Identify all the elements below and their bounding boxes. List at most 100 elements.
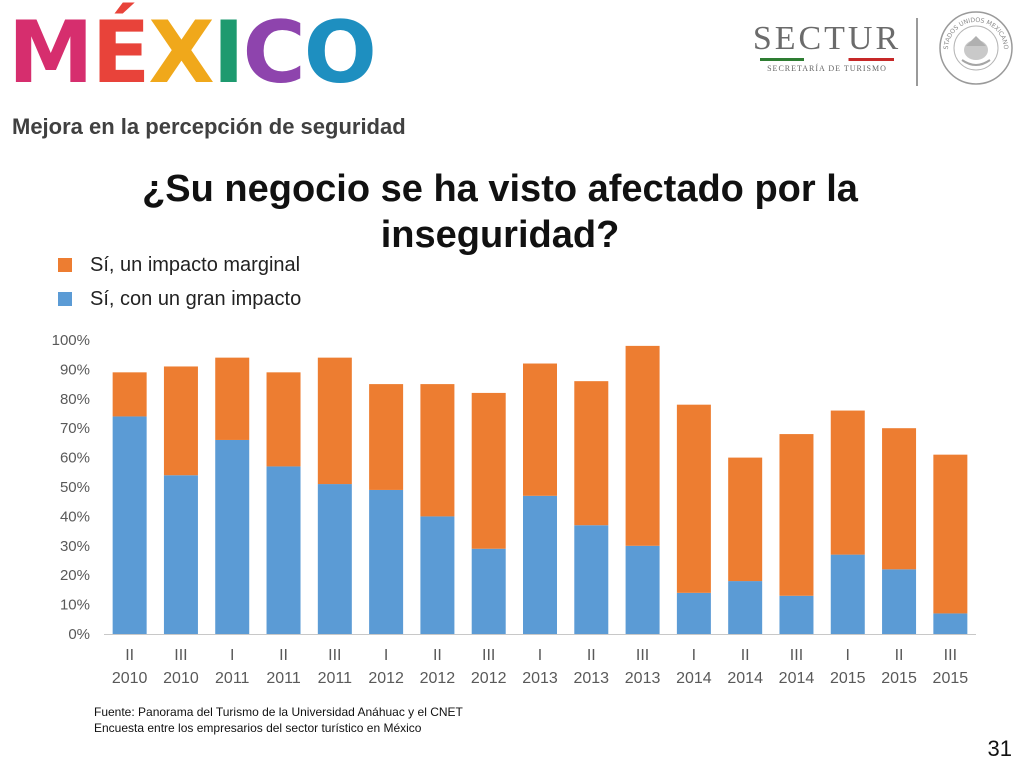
x-tick-label-year: 2015 bbox=[830, 670, 866, 687]
bar-gran-impacto bbox=[163, 475, 198, 634]
bar-impacto-marginal bbox=[317, 357, 352, 485]
x-tick-label-period: III bbox=[174, 647, 187, 664]
x-tick-label-year: 2015 bbox=[881, 670, 917, 687]
x-tick-label-year: 2013 bbox=[625, 670, 661, 687]
x-tick-label-year: 2015 bbox=[933, 670, 969, 687]
bar-gran-impacto bbox=[574, 525, 609, 634]
x-tick-label-period: III bbox=[636, 647, 649, 664]
bar-impacto-marginal bbox=[369, 384, 404, 490]
bar-gran-impacto bbox=[420, 516, 455, 634]
sectur-logo: SECTUR SECRETARÍA DE TURISMO bbox=[752, 20, 902, 74]
bar-impacto-marginal bbox=[420, 384, 455, 517]
slide-subtitle: Mejora en la percepción de seguridad bbox=[12, 114, 406, 139]
x-tick-label-period: I bbox=[692, 647, 696, 664]
logo-divider bbox=[916, 18, 918, 86]
x-tick-label-period: II bbox=[433, 647, 442, 664]
x-tick-label-year: 2011 bbox=[318, 670, 353, 687]
bar-gran-impacto bbox=[112, 416, 147, 634]
y-tick-label: 50% bbox=[60, 479, 90, 496]
x-tick-label-year: 2014 bbox=[676, 670, 712, 687]
x-tick-label-year: 2014 bbox=[727, 670, 763, 687]
x-tick-label-year: 2013 bbox=[573, 670, 609, 687]
source-note: Fuente: Panorama del Turismo de la Unive… bbox=[94, 704, 463, 736]
national-seal-icon: ESTADOS UNIDOS MEXICANOS bbox=[938, 10, 1013, 85]
logo-letter: O bbox=[303, 3, 377, 103]
bar-gran-impacto bbox=[882, 569, 917, 634]
bar-gran-impacto bbox=[317, 484, 352, 634]
x-tick-label-period: I bbox=[384, 647, 388, 664]
sectur-name: SECTUR bbox=[752, 20, 902, 57]
chart-title: ¿Su negocio se ha visto afectado por la … bbox=[142, 168, 858, 256]
bar-impacto-marginal bbox=[215, 357, 250, 440]
y-tick-label: 30% bbox=[60, 538, 90, 555]
y-tick-label: 90% bbox=[60, 361, 90, 378]
bar-impacto-marginal bbox=[112, 372, 147, 417]
x-tick-label-year: 2010 bbox=[163, 670, 199, 687]
mexico-logo: MÉXICO bbox=[8, 3, 377, 103]
source-line-1: Fuente: Panorama del Turismo de la Unive… bbox=[94, 705, 463, 719]
bar-gran-impacto bbox=[728, 581, 763, 634]
stacked-bar-chart: 0%10%20%30%40%50%60%70%80%90%100%II2010I… bbox=[52, 332, 976, 687]
bar-impacto-marginal bbox=[523, 363, 557, 496]
x-tick-label-year: 2013 bbox=[522, 670, 558, 687]
logo-letter: M bbox=[8, 3, 94, 103]
legend-label-gran-impacto: Sí, con un gran impacto bbox=[90, 287, 302, 310]
bar-impacto-marginal bbox=[676, 404, 711, 593]
x-tick-label-period: III bbox=[944, 647, 957, 664]
bar-impacto-marginal bbox=[163, 366, 198, 476]
bar-gran-impacto bbox=[625, 545, 660, 634]
source-line-2: Encuesta entre los empresarios del secto… bbox=[94, 721, 422, 735]
x-tick-label-period: I bbox=[538, 647, 542, 664]
y-tick-label: 40% bbox=[60, 508, 90, 525]
bar-impacto-marginal bbox=[266, 372, 301, 467]
x-tick-label-year: 2012 bbox=[471, 670, 507, 687]
logo-letter: I bbox=[212, 3, 245, 103]
bar-gran-impacto bbox=[471, 548, 506, 634]
logo-letter: C bbox=[242, 3, 306, 103]
x-tick-label-year: 2011 bbox=[266, 670, 301, 687]
bar-impacto-marginal bbox=[728, 457, 763, 582]
bar-impacto-marginal bbox=[830, 410, 865, 555]
bar-gran-impacto bbox=[779, 595, 814, 634]
x-tick-label-period: II bbox=[279, 647, 288, 664]
x-tick-label-year: 2011 bbox=[215, 670, 250, 687]
bar-gran-impacto bbox=[215, 439, 250, 634]
y-tick-label: 10% bbox=[60, 597, 90, 614]
bar-gran-impacto bbox=[676, 592, 711, 634]
y-tick-label: 100% bbox=[52, 332, 90, 349]
bar-gran-impacto bbox=[369, 489, 404, 634]
x-tick-label-period: II bbox=[895, 647, 904, 664]
bar-gran-impacto bbox=[266, 466, 301, 634]
x-tick-label-year: 2014 bbox=[779, 670, 815, 687]
bar-impacto-marginal bbox=[933, 454, 968, 614]
sectur-color-rule bbox=[760, 58, 894, 61]
x-tick-label-year: 2012 bbox=[368, 670, 404, 687]
x-tick-label-period: II bbox=[587, 647, 596, 664]
legend-item-gran-impacto: Sí, con un gran impacto bbox=[58, 282, 301, 316]
y-tick-label: 0% bbox=[68, 626, 90, 643]
y-tick-label: 80% bbox=[60, 391, 90, 408]
sectur-subtitle: SECRETARÍA DE TURISMO bbox=[767, 64, 887, 73]
legend-swatch-marginal bbox=[58, 258, 72, 272]
x-tick-label-year: 2010 bbox=[112, 670, 148, 687]
x-tick-label-period: II bbox=[741, 647, 750, 664]
bar-impacto-marginal bbox=[882, 428, 917, 570]
bar-impacto-marginal bbox=[625, 345, 660, 546]
chart-legend: Sí, un impacto marginal Sí, con un gran … bbox=[58, 248, 301, 316]
bar-impacto-marginal bbox=[471, 392, 506, 549]
logo-letter: É bbox=[91, 3, 151, 103]
x-tick-label-period: I bbox=[846, 647, 850, 664]
page-number: 31 bbox=[987, 736, 1012, 761]
legend-item-marginal: Sí, un impacto marginal bbox=[58, 248, 301, 282]
bar-gran-impacto bbox=[933, 613, 968, 634]
legend-swatch-gran-impacto bbox=[58, 292, 72, 306]
y-tick-label: 70% bbox=[60, 420, 90, 437]
legend-label-marginal: Sí, un impacto marginal bbox=[90, 253, 301, 276]
logo-letter: X bbox=[148, 3, 214, 103]
bar-impacto-marginal bbox=[574, 381, 609, 526]
bar-gran-impacto bbox=[830, 554, 865, 634]
x-tick-label-period: III bbox=[328, 647, 341, 664]
y-tick-label: 60% bbox=[60, 450, 90, 467]
bar-impacto-marginal bbox=[779, 434, 814, 596]
y-tick-label: 20% bbox=[60, 567, 90, 584]
